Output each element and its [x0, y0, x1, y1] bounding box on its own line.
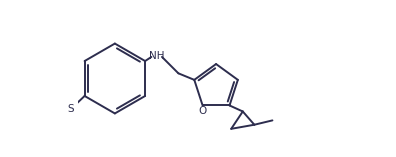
Text: O: O — [198, 106, 207, 116]
Text: S: S — [68, 103, 74, 114]
Text: NH: NH — [149, 51, 164, 61]
